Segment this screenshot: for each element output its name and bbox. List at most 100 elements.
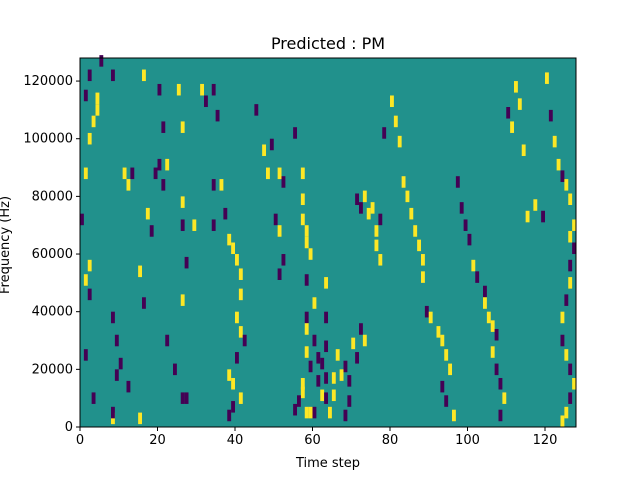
heatmap-cell [483,285,487,298]
heatmap-cell [506,107,511,119]
heatmap-cell [293,403,298,416]
y-tick-label: 60000 [32,247,73,262]
heatmap-cell [572,219,577,231]
heatmap-cell [300,386,305,399]
heatmap-cell [277,268,282,280]
heatmap-cell [324,340,329,353]
heatmap-cell [126,380,131,393]
heatmap-cell [87,132,92,145]
heatmap-cell [343,360,348,373]
heatmap-cell [266,167,270,180]
heatmap-cell [83,349,88,361]
heatmap-cell [281,254,286,266]
heatmap-cell [180,219,185,231]
heatmap-cell [552,135,557,148]
heatmap-cell [83,89,88,102]
heatmap-cell [448,363,453,376]
heatmap-cell [339,369,344,381]
heatmap-cell [471,259,476,272]
heatmap-cell [231,242,236,255]
heatmap-cell [362,190,367,203]
heatmap-cell [393,115,398,128]
heatmap-cell [568,277,573,289]
heatmap-cell [362,334,367,347]
heatmap-cell [428,311,433,324]
heatmap-cell [312,334,317,347]
heatmap-cell [328,406,332,419]
heatmap-cell [126,179,131,191]
heatmap-cell [304,311,309,324]
heatmap-cell [95,92,100,105]
y-tick-label: 120000 [23,74,73,89]
heatmap-cell [370,202,375,214]
heatmap-cell [568,363,573,376]
heatmap-cell [176,83,181,96]
heatmap-cell [157,83,162,96]
heatmap-cell [87,288,92,301]
y-tick-label: 0 [65,420,73,435]
heatmap-cell [231,377,236,390]
heatmap-cell [308,360,313,373]
heatmap-cell [525,210,530,223]
heatmap-cell [421,254,425,266]
heatmap-cell [572,377,577,390]
heatmap-cell [145,207,150,220]
heatmap-cell [304,323,309,335]
y-tick-label: 80000 [32,189,73,204]
heatmap-cell [262,144,267,157]
heatmap-cell [153,167,158,180]
heatmap-cell [180,294,185,306]
heatmap-cell [227,409,232,422]
heatmap-cell [374,225,379,237]
x-tick-label: 20 [149,433,166,448]
heatmap-cell [382,127,387,139]
heatmap-cell [502,392,507,404]
heatmap-cell [401,176,406,188]
heatmap-cell [87,69,92,82]
heatmap-cell [184,256,189,269]
plot-frame [79,57,577,428]
heatmap-cell [80,213,84,226]
heatmap-cell [173,363,177,376]
heatmap-cell [343,409,348,422]
heatmap-cell [149,225,154,237]
heatmap-cell [231,401,236,413]
heatmap-cell [304,346,309,358]
heatmap-cell [273,213,278,226]
heatmap-cell [568,259,573,272]
heatmap-cell [378,254,383,266]
heatmap-cell [99,55,104,67]
x-tick-label: 120 [533,433,558,448]
heatmap-cell [463,219,468,231]
heatmap-cell [355,193,360,206]
heatmap-cell [238,392,243,404]
heatmap-cell [568,230,573,243]
heatmap-cell [204,95,208,108]
heatmap-cell [304,236,309,249]
heatmap-cell [180,121,185,133]
heatmap-cell [490,346,495,358]
heatmap-cell [424,305,429,318]
heatmap-cell [560,334,565,347]
chart-title: Predicted : PM [271,34,385,53]
heatmap-cell [277,167,282,180]
heatmap-cell [161,121,166,133]
heatmap-cell [359,323,363,335]
heatmap-cell [235,254,239,266]
heatmap-cells [80,55,577,427]
heatmap-cell [440,380,445,393]
heatmap-cell [122,167,127,180]
heatmap-cell [351,337,356,350]
heatmap-cell [312,406,317,419]
heatmap-cell [277,225,282,237]
heatmap-cell [223,207,228,220]
heatmap-cell [138,265,143,278]
heatmap-cell [83,167,88,180]
heatmap-cell [254,104,259,116]
heatmap-cell [304,406,309,419]
x-tick-label: 100 [455,433,480,448]
heatmap-cell [498,377,503,390]
heatmap-cell [87,259,92,272]
heatmap-cell [556,158,561,171]
